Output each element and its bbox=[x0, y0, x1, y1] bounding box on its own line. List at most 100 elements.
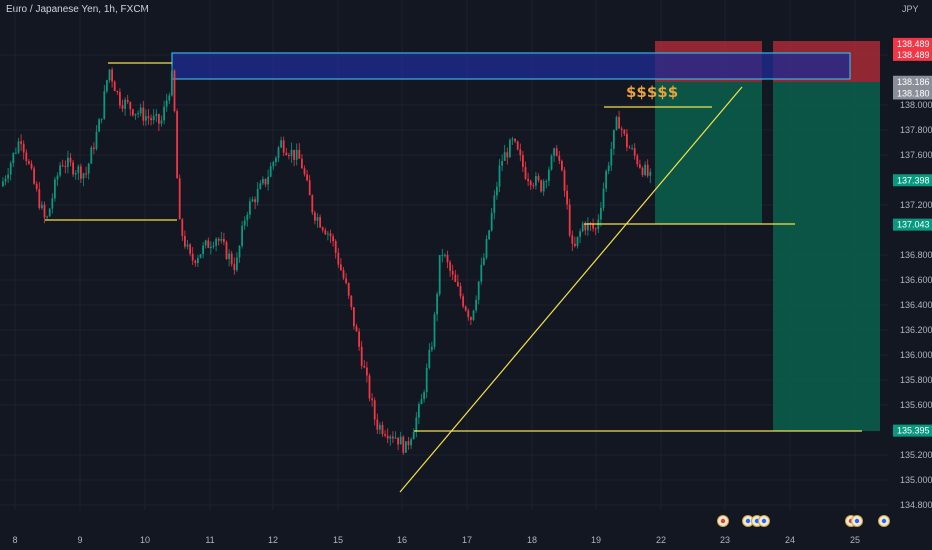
candle-body bbox=[54, 179, 56, 199]
candle-body bbox=[150, 118, 152, 121]
candle-body bbox=[623, 129, 626, 134]
candle-body bbox=[269, 166, 272, 177]
candle-body bbox=[295, 149, 298, 160]
candle-body bbox=[215, 238, 217, 246]
candle-body bbox=[72, 162, 74, 175]
time-tick: 24 bbox=[785, 535, 795, 545]
candle-body bbox=[449, 262, 451, 271]
candle-body bbox=[522, 155, 524, 167]
event-icon-center bbox=[761, 518, 767, 524]
candle-body bbox=[340, 264, 342, 271]
candle-body bbox=[108, 69, 111, 81]
time-tick: 8 bbox=[12, 535, 17, 545]
candle-body bbox=[628, 147, 631, 149]
target-zone-2 bbox=[773, 82, 880, 431]
candle-body bbox=[303, 168, 306, 175]
candle-body bbox=[631, 148, 633, 150]
candle-body bbox=[423, 392, 425, 400]
candle-body bbox=[223, 238, 225, 243]
candle-body bbox=[394, 437, 397, 439]
target-zone-1 bbox=[655, 82, 762, 224]
candle-body bbox=[51, 198, 54, 209]
candle-body bbox=[332, 236, 334, 242]
candle-body bbox=[436, 294, 438, 315]
candle-body bbox=[267, 176, 269, 185]
candle-body bbox=[524, 166, 527, 179]
candle-body bbox=[431, 346, 433, 350]
event-icon-center bbox=[854, 518, 860, 524]
candle-body bbox=[563, 170, 566, 191]
candle-body bbox=[472, 310, 475, 320]
candle-body bbox=[337, 252, 340, 265]
candle-body bbox=[334, 241, 337, 253]
candle-body bbox=[132, 109, 134, 116]
event-icon-center bbox=[720, 518, 726, 524]
price-axis[interactable]: 138.400138.000137.800137.600137.200136.8… bbox=[893, 37, 932, 510]
candle-body bbox=[38, 188, 41, 209]
candle-body bbox=[397, 437, 399, 445]
candle-body bbox=[644, 164, 646, 175]
time-tick: 17 bbox=[462, 535, 472, 545]
candle-body bbox=[446, 254, 449, 263]
candle-body bbox=[649, 171, 652, 176]
time-axis[interactable]: 8 9 10 11 12 15 16 17 18 19 22 23 24 25 bbox=[12, 535, 860, 545]
candle-body bbox=[519, 149, 522, 156]
candle-body bbox=[602, 188, 605, 208]
candle-body bbox=[69, 157, 72, 163]
candle-body bbox=[82, 173, 85, 179]
candle-body bbox=[529, 181, 532, 186]
candle-body bbox=[420, 399, 423, 405]
candle-body bbox=[407, 441, 410, 446]
candle-body bbox=[607, 165, 610, 171]
candle-body bbox=[579, 231, 581, 237]
price-tick: 135.600 bbox=[900, 400, 932, 410]
candle-body bbox=[438, 255, 441, 295]
candle-body bbox=[165, 100, 168, 107]
price-label: 137.043 bbox=[897, 220, 930, 230]
price-label-box bbox=[893, 75, 932, 88]
time-tick: 11 bbox=[205, 535, 214, 545]
candle-body bbox=[321, 227, 324, 231]
candle-body bbox=[610, 148, 613, 166]
time-tick: 16 bbox=[397, 535, 407, 545]
candle-body bbox=[501, 160, 503, 166]
candle-body bbox=[243, 220, 246, 226]
price-tick: 136.800 bbox=[900, 250, 932, 260]
candle-body bbox=[290, 149, 293, 157]
time-tick: 15 bbox=[333, 535, 343, 545]
candle-body bbox=[316, 217, 319, 221]
candle-body bbox=[574, 243, 576, 247]
candle-body bbox=[412, 432, 415, 440]
candle-body bbox=[467, 310, 470, 318]
candle-body bbox=[35, 183, 38, 189]
candle-body bbox=[566, 190, 568, 205]
price-tick: 138.000 bbox=[900, 100, 932, 110]
candle-body bbox=[441, 255, 444, 257]
candle-body bbox=[254, 199, 256, 203]
candle-body bbox=[173, 70, 176, 112]
trend-line bbox=[399, 86, 743, 493]
candle-body bbox=[485, 239, 488, 258]
candle-body bbox=[646, 164, 649, 176]
price-label: 138.489 bbox=[897, 50, 930, 60]
candle-body bbox=[493, 195, 496, 213]
candle-body bbox=[48, 208, 51, 217]
candle-body bbox=[2, 181, 4, 187]
trade-zones bbox=[171, 41, 880, 431]
candle-body bbox=[20, 141, 22, 144]
candle-body bbox=[613, 129, 615, 149]
candle-body bbox=[246, 214, 249, 221]
candle-body bbox=[199, 254, 202, 258]
candle-body bbox=[103, 91, 106, 119]
candle-body bbox=[639, 164, 641, 168]
price-tick: 136.000 bbox=[900, 350, 932, 360]
candle-body bbox=[324, 230, 327, 235]
candle-body bbox=[555, 148, 558, 156]
candle-body bbox=[342, 270, 345, 279]
candle-body bbox=[451, 270, 454, 275]
candle-body bbox=[545, 181, 548, 183]
candle-body bbox=[275, 157, 277, 163]
time-tick: 25 bbox=[850, 535, 860, 545]
event-icon-center bbox=[754, 518, 760, 524]
